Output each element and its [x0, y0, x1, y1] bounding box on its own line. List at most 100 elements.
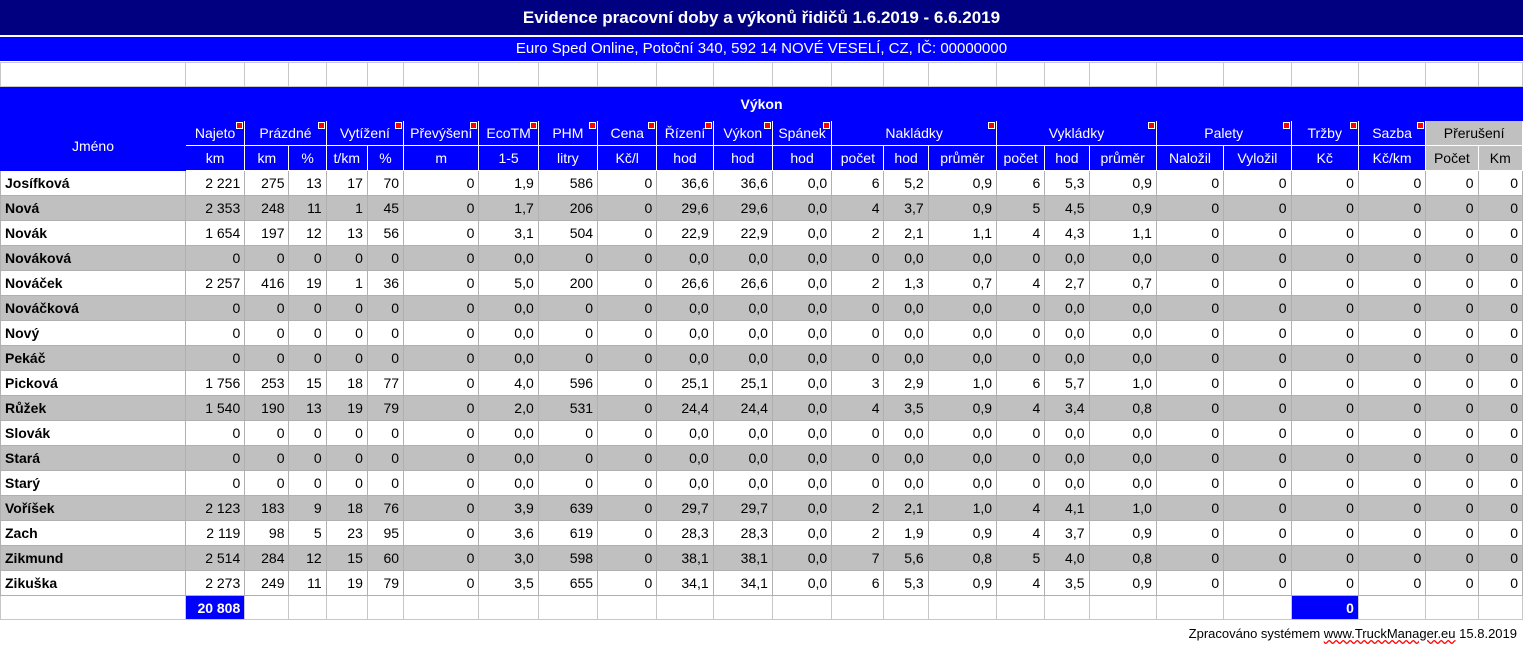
table-row: Nový 0 0 0 0 0 0 0,0 0 0 0,0 0,0 0,0 0 0,0 0,0 0 0,0 0,0 0 0…: [0, 320, 1523, 346]
table-cell: 0: [1477, 295, 1523, 321]
table-cell: 0: [1357, 370, 1427, 396]
table-cell: 0,0: [1044, 345, 1090, 371]
table-cell: 0: [244, 245, 290, 271]
table-cell: 4: [831, 395, 885, 421]
table-cell: 0,9: [1088, 195, 1157, 221]
table-cell: 0: [1223, 245, 1292, 271]
total-empty-cell: [478, 595, 539, 620]
table-cell: 36: [366, 270, 405, 296]
column-header-ecotm: EcoTM: [478, 120, 539, 146]
table-cell: 0: [1477, 170, 1523, 196]
table-cell: 0: [537, 420, 599, 446]
table-cell: 0,7: [1088, 270, 1157, 296]
table-cell: 0: [288, 470, 327, 496]
table-cell: 0: [597, 420, 658, 446]
table-cell: 0: [1290, 420, 1359, 446]
table-cell: 416: [244, 270, 290, 296]
table-cell: 0: [366, 420, 405, 446]
table-cell: 0: [1223, 495, 1292, 521]
table-cell: 0,9: [927, 170, 998, 196]
table-cell: 17: [325, 170, 368, 196]
table-cell: 0: [1155, 545, 1225, 571]
table-cell: 0,9: [1088, 570, 1157, 596]
table-cell: 0: [1290, 395, 1359, 421]
table-cell: 0: [1290, 220, 1359, 246]
table-cell: 0: [403, 395, 480, 421]
table-cell: 0,8: [1088, 395, 1157, 421]
table-cell: 596: [537, 370, 599, 396]
table-cell: 0,8: [927, 545, 998, 571]
unit-header: hod: [656, 145, 714, 171]
table-row: Novák 1 654 197 12 13 56 0 3,1 504 0 22,9 22,9 0,0 2 2…: [0, 220, 1523, 246]
table-cell: 0: [831, 345, 885, 371]
table-cell: 0: [1155, 220, 1225, 246]
table-cell: 18: [325, 495, 368, 521]
table-cell: 0: [184, 320, 246, 346]
footer-credit: Zpracováno systémem www.TruckManager.eu …: [1189, 626, 1517, 641]
column-header-vykladky: Vykládky: [996, 120, 1157, 146]
table-cell: 34,1: [712, 570, 773, 596]
table-cell: 4: [996, 220, 1046, 246]
table-cell: 1,0: [1088, 495, 1157, 521]
table-cell: 0: [1425, 320, 1479, 346]
table-cell: 0,0: [771, 270, 833, 296]
total-empty-cell: [325, 595, 368, 620]
table-cell: 0,0: [1088, 420, 1157, 446]
table-cell: 0: [325, 295, 368, 321]
table-cell: 0: [288, 245, 327, 271]
report-table: Výkon Jméno Najeto Prázdné Vytížení Přev…: [0, 62, 1523, 620]
table-cell: 504: [537, 220, 599, 246]
table-cell: 0: [1155, 495, 1225, 521]
table-cell: 0: [1223, 470, 1292, 496]
unit-header: hod: [712, 145, 773, 171]
table-cell: 4: [831, 195, 885, 221]
table-cell: 5: [288, 520, 327, 546]
table-row: Voříšek 2 123 183 9 18 76 0 3,9 639 0 29,7 29,7 0,0 2…: [0, 495, 1523, 521]
table-cell: 598: [537, 545, 599, 571]
table-cell: 1,0: [1088, 370, 1157, 396]
table-cell: 4: [996, 520, 1046, 546]
unit-header: hod: [1044, 145, 1090, 171]
table-cell: 0,0: [712, 345, 773, 371]
table-cell: 4: [996, 270, 1046, 296]
table-cell: 0: [1155, 345, 1225, 371]
table-cell: 2 123: [184, 495, 246, 521]
table-cell: 0: [1223, 520, 1292, 546]
table-cell: 0,0: [1044, 245, 1090, 271]
table-cell: 0: [1223, 195, 1292, 221]
table-cell: 28,3: [712, 520, 773, 546]
column-header-sazba: Sazba: [1357, 120, 1427, 146]
table-cell: 0: [597, 395, 658, 421]
table-cell: 531: [537, 395, 599, 421]
table-cell: 0: [1223, 295, 1292, 321]
table-cell: 0: [1155, 295, 1225, 321]
driver-name: Nový: [0, 320, 186, 346]
table-cell: 26,6: [656, 270, 714, 296]
table-cell: 5,7: [1044, 370, 1090, 396]
table-cell: 0,0: [771, 295, 833, 321]
unit-header: Kč/l: [597, 145, 658, 171]
table-cell: 0: [537, 470, 599, 496]
table-cell: 4,1: [1044, 495, 1090, 521]
table-cell: 22,9: [712, 220, 773, 246]
table-row: Nováčková 0 0 0 0 0 0 0,0 0 0 0,0 0,0 0,0 0 0,0 0,0 0 0,0…: [0, 295, 1523, 321]
table-cell: 79: [366, 395, 405, 421]
footer-link[interactable]: www.TruckManager.eu: [1323, 626, 1456, 641]
table-cell: 0,0: [478, 295, 539, 321]
table-row: Zikuška 2 273 249 11 19 79 0 3,5 655 0 34,1 34,1 0,0…: [0, 570, 1523, 596]
table-cell: 0: [1425, 570, 1479, 596]
table-cell: 1,7: [478, 195, 539, 221]
table-row: Slovák 0 0 0 0 0 0 0,0 0 0 0,0 0,0 0,0 0 0,0 0,0 0 0,0 0,0…: [0, 420, 1523, 446]
table-cell: 0: [1155, 470, 1225, 496]
driver-name: Nováková: [0, 245, 186, 271]
table-cell: 0,0: [927, 320, 998, 346]
total-empty-cell: [537, 595, 599, 620]
driver-name: Slovák: [0, 420, 186, 446]
table-cell: 0: [1155, 370, 1225, 396]
table-cell: 29,6: [712, 195, 773, 221]
table-cell: 0,0: [656, 420, 714, 446]
table-cell: 0: [1290, 370, 1359, 396]
column-header-najeto: Najeto: [184, 120, 246, 146]
table-cell: 2: [831, 220, 885, 246]
header-groups-row: Jméno Najeto Prázdné Vytížení Převýšení …: [0, 120, 1523, 171]
